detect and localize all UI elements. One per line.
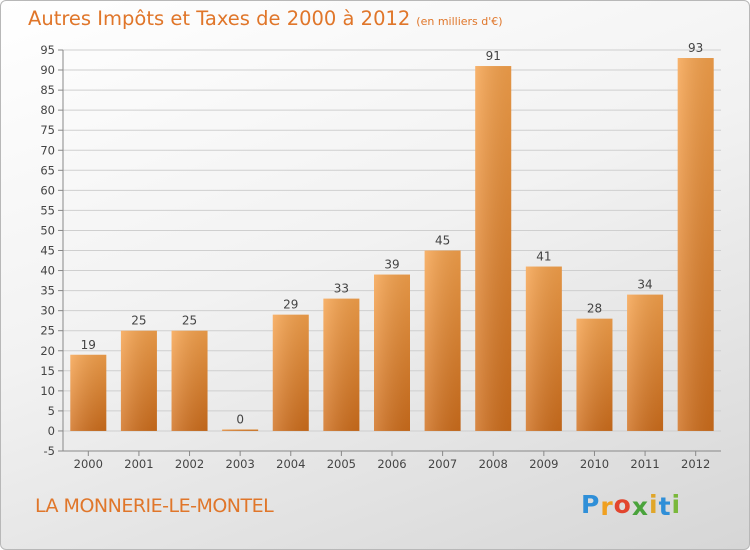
place-name: LA MONNERIE-LE-MONTEL <box>35 495 274 517</box>
label-layer: 19 25 25 0 29 33 39 45 91 41 28 34 93 <box>81 41 704 426</box>
bar-shine <box>525 266 562 431</box>
y-tick-label: 10 <box>40 384 55 398</box>
proxiti-logo: Proxiti <box>581 490 682 521</box>
data-label: 45 <box>435 234 450 248</box>
y-tick-label: 75 <box>40 123 55 137</box>
x-tick-label: 2012 <box>681 457 710 471</box>
y-tick-label: 55 <box>40 203 55 217</box>
bar-shine <box>374 274 410 431</box>
y-tick-label: -5 <box>44 444 55 458</box>
bar-layer <box>70 58 714 431</box>
data-label: 0 <box>236 412 244 426</box>
x-tick-label: 2007 <box>428 457 457 471</box>
data-label: 25 <box>131 314 146 328</box>
y-tick-label: 90 <box>40 63 55 77</box>
y-tick-label: 95 <box>40 43 55 57</box>
y-tick-label: 50 <box>40 223 55 237</box>
data-label: 41 <box>536 250 551 264</box>
x-tick-label: 2001 <box>124 457 153 471</box>
axis-layer: -5 0 5 10 15 20 25 30 35 40 45 50 55 60 65 70 75 80 85 90 95… <box>40 43 721 471</box>
y-tick-label: 20 <box>40 344 55 358</box>
data-label: 39 <box>384 258 399 272</box>
bar-shine <box>627 294 664 431</box>
y-tick-label: 85 <box>40 83 55 97</box>
bar-shine <box>323 298 360 431</box>
x-tick-label: 2003 <box>226 457 255 471</box>
bar-shine <box>171 330 208 431</box>
x-tick-label: 2009 <box>529 457 558 471</box>
y-tick-label: 45 <box>40 244 55 258</box>
bar-shine <box>475 66 512 431</box>
x-tick-label: 2002 <box>175 457 204 471</box>
x-tick-label: 2004 <box>276 457 305 471</box>
data-label: 34 <box>637 278 652 292</box>
data-label: 28 <box>587 302 602 316</box>
y-tick-label: 60 <box>40 183 55 197</box>
bar-shine <box>677 58 714 431</box>
y-tick-label: 0 <box>48 424 55 438</box>
title-unit: (en milliers d'€) <box>416 15 503 28</box>
logo-letter: x <box>631 492 649 521</box>
chart-title: Autres Impôts et Taxes de 2000 à 2012 (en… <box>28 7 503 30</box>
logo-letter: i <box>649 490 659 519</box>
bar-shine <box>272 314 309 431</box>
y-tick-label: 25 <box>40 324 55 338</box>
data-label: 29 <box>283 298 298 312</box>
data-label: 33 <box>334 282 349 296</box>
data-label: 91 <box>486 49 501 63</box>
y-tick-label: 35 <box>40 284 55 298</box>
logo-letter: P <box>581 490 601 519</box>
x-tick-label: 2005 <box>327 457 356 471</box>
bar-shine <box>424 250 461 431</box>
bar-shine <box>576 318 613 431</box>
y-tick-label: 15 <box>40 364 55 378</box>
x-tick-label: 2000 <box>74 457 103 471</box>
y-tick-label: 40 <box>40 264 55 278</box>
y-tick-label: 70 <box>40 143 55 157</box>
bar-shine <box>70 354 107 431</box>
data-label: 93 <box>688 41 703 55</box>
logo-letter: r <box>600 492 614 521</box>
title-text: Autres Impôts et Taxes de 2000 à 2012 <box>28 7 411 30</box>
y-tick-label: 65 <box>40 163 55 177</box>
y-tick-label: 80 <box>40 103 55 117</box>
x-tick-label: 2010 <box>580 457 609 471</box>
y-tick-label: 30 <box>40 304 55 318</box>
bar-shine <box>222 429 259 431</box>
logo-letter: o <box>613 490 632 519</box>
x-tick-label: 2011 <box>630 457 659 471</box>
logo-letter: t <box>658 492 672 521</box>
logo-letter: i <box>671 490 682 519</box>
x-tick-label: 2006 <box>377 457 406 471</box>
bar-shine <box>120 330 157 431</box>
data-label: 19 <box>81 338 96 352</box>
data-label: 25 <box>182 314 197 328</box>
y-tick-label: 5 <box>48 404 55 418</box>
x-tick-label: 2008 <box>479 457 508 471</box>
